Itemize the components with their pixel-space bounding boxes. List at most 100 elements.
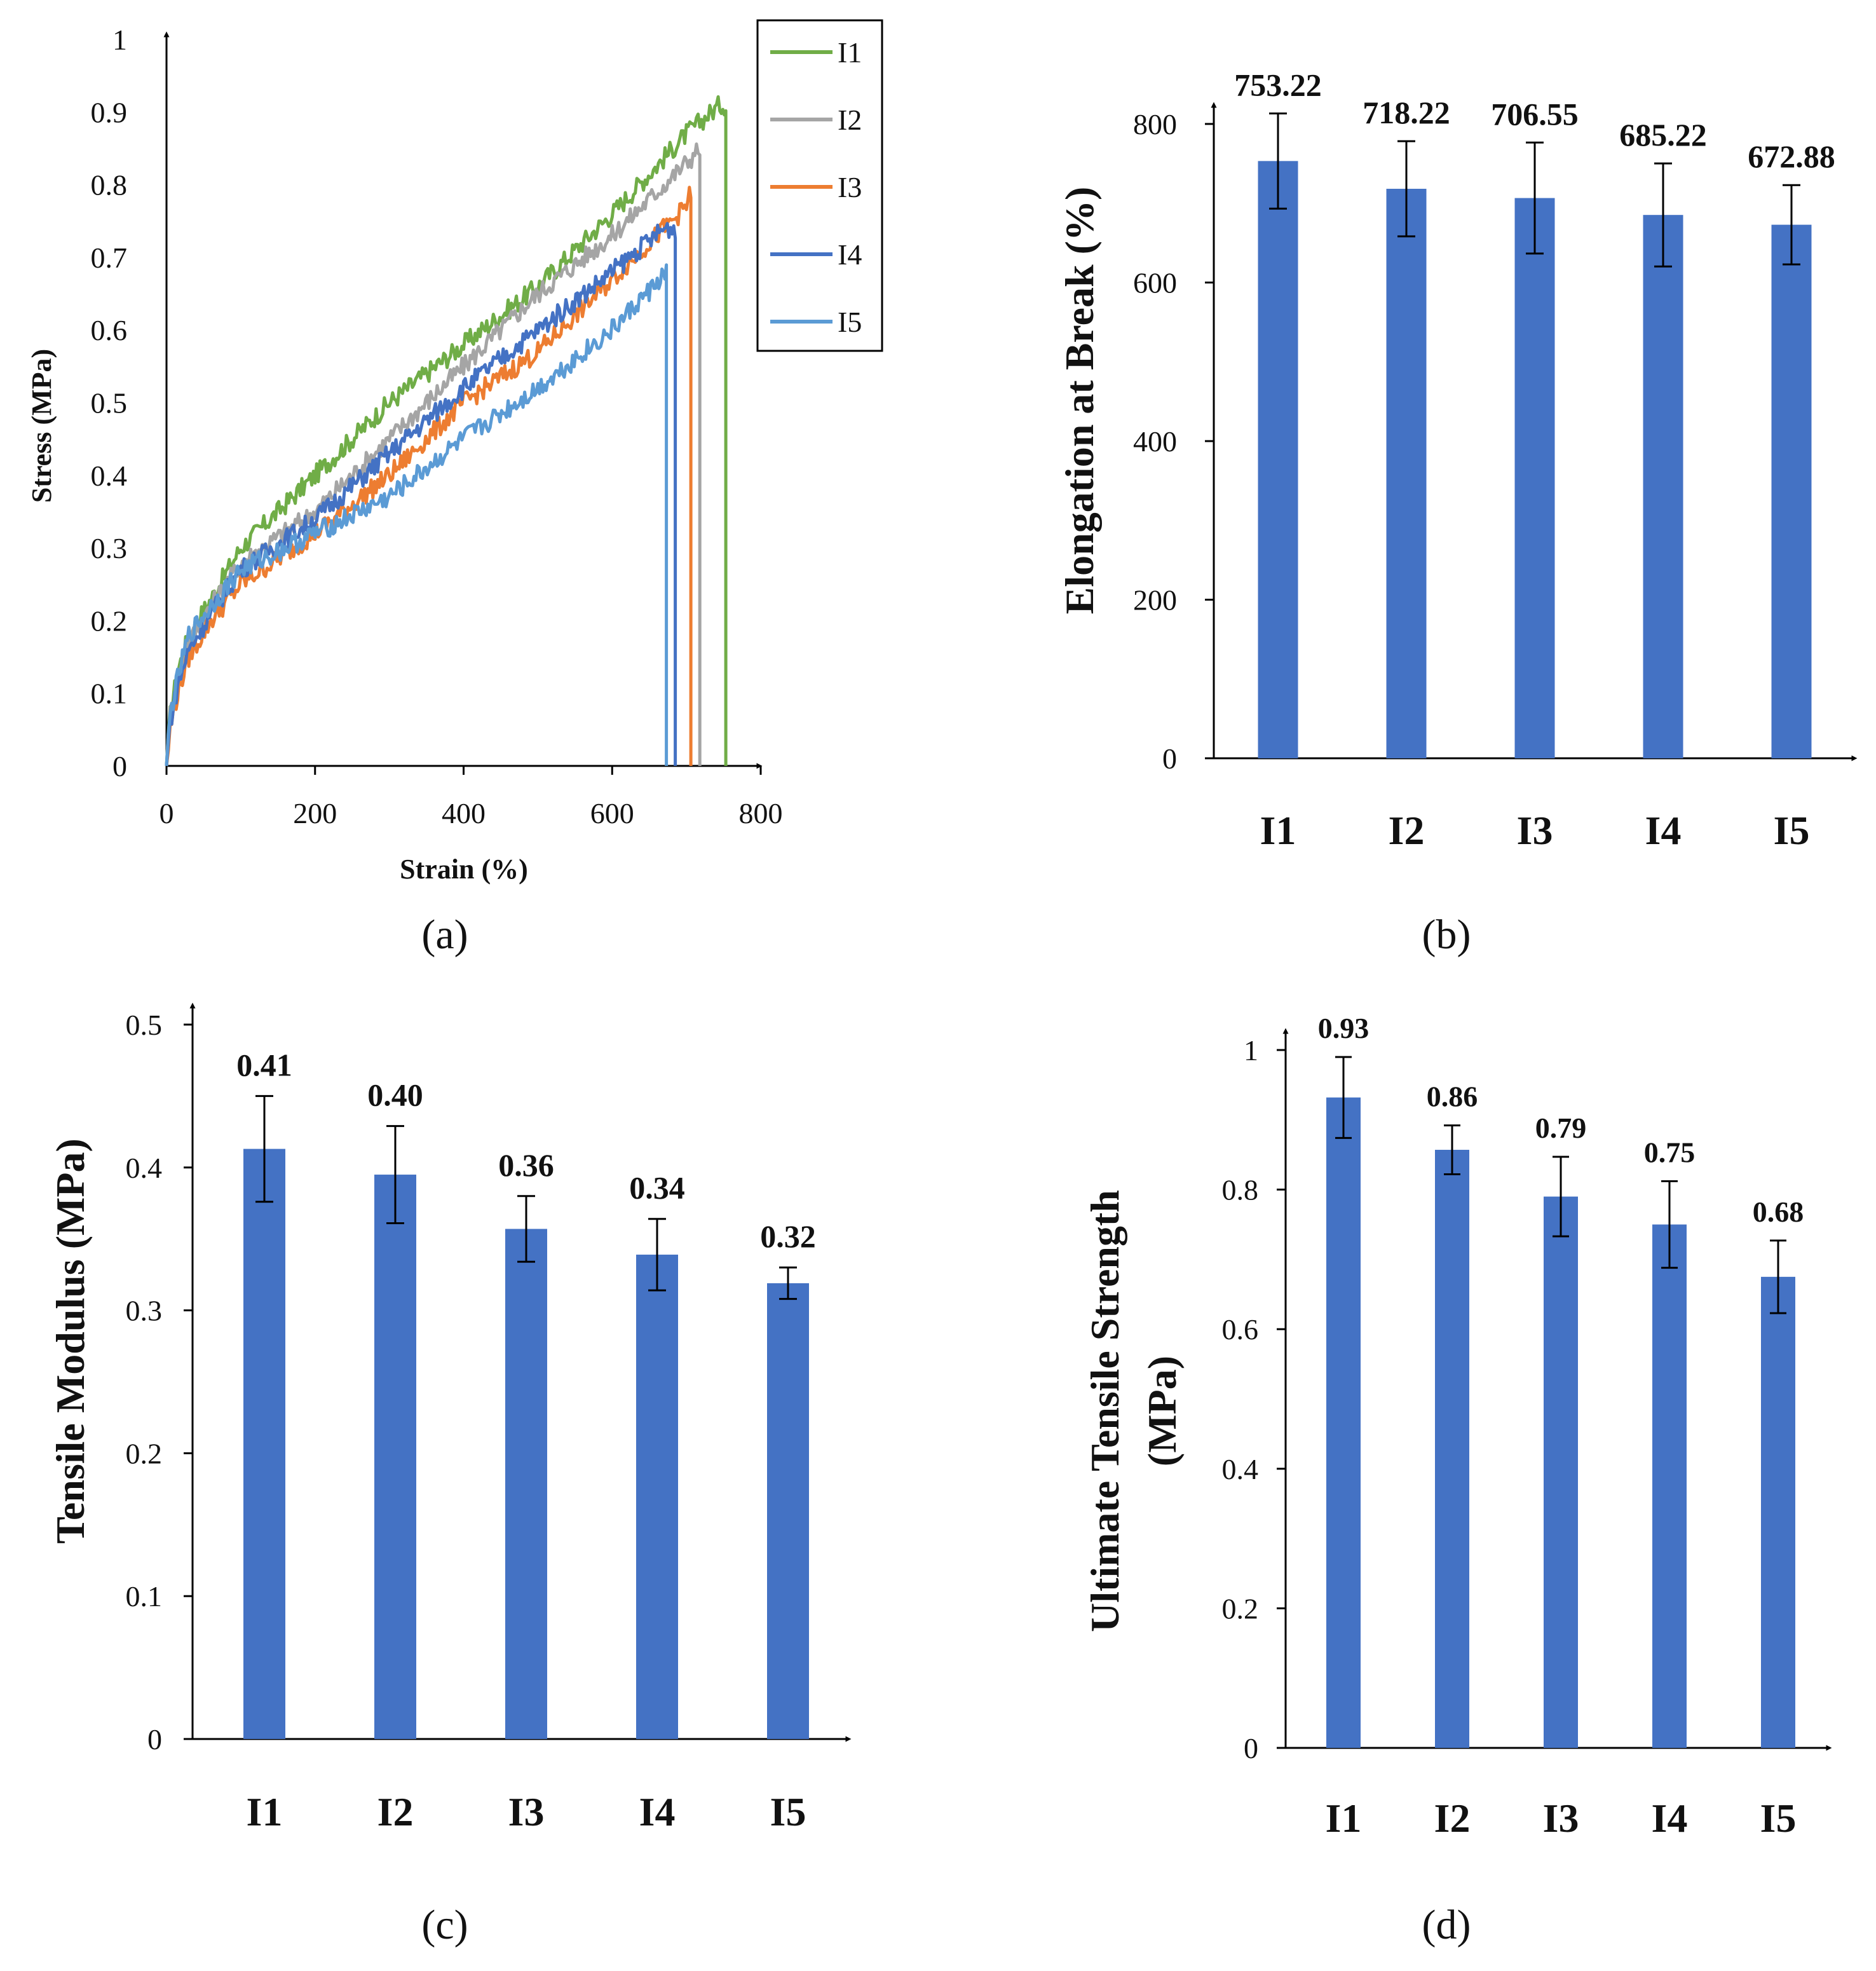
c-ytick-label: 0	[147, 1723, 162, 1756]
d-category-label: I4	[1652, 1796, 1688, 1841]
c-data-label: 0.40	[367, 1077, 423, 1113]
d-panel-label: (d)	[1422, 1902, 1471, 1948]
a-ylabel: Stress (MPa)	[26, 349, 57, 503]
a-xtick-label: 800	[739, 797, 783, 829]
c-panel-label: (c)	[421, 1902, 468, 1948]
c-bar-I5	[767, 1283, 809, 1739]
b-category-label: I1	[1260, 808, 1296, 853]
c-ytick-label: 0.5	[126, 1009, 163, 1041]
c-data-label: 0.36	[498, 1147, 554, 1183]
c-category-label: I5	[770, 1789, 806, 1834]
a-axes	[163, 31, 763, 775]
d-category-label: I1	[1326, 1796, 1362, 1841]
c-ylabel: Tensile Modulus (MPa)	[48, 1138, 93, 1544]
a-legend-label-I1: I1	[838, 36, 862, 69]
a-xtick-label: 400	[442, 797, 486, 829]
b-ytick-label: 0	[1162, 742, 1177, 775]
a-legend: I1 I2 I3 I4 I5	[756, 19, 883, 352]
d-ylabel-line2: (MPa)	[1139, 1356, 1185, 1466]
d-bar-I1	[1326, 1097, 1361, 1748]
elongation-bar-chart: 0 200 400 600 800 I1 I2 I3 I4 I5 753.22 718.22 706.…	[1057, 67, 1858, 958]
a-ytick-label: 0.6	[91, 314, 128, 346]
b-category-label: I3	[1517, 808, 1553, 853]
d-data-label: 0.68	[1753, 1196, 1804, 1228]
a-ytick-label: 0.7	[91, 242, 128, 274]
a-xtick-label: 600	[590, 797, 634, 829]
a-legend-label-I3: I3	[838, 171, 862, 203]
c-bar-I2	[374, 1175, 416, 1739]
a-tick-labels: 0 0.1 0.2 0.3 0.4 0.5 0.6 0.7 0.8 0.9 1 0 200 400 600 8…	[91, 24, 783, 829]
d-ytick-label: 0.4	[1222, 1453, 1259, 1485]
c-data-label: 0.34	[629, 1170, 685, 1206]
b-panel-label: (b)	[1422, 911, 1471, 958]
c-ytick-label: 0.2	[126, 1437, 163, 1470]
d-ylabel-line1: Ultimate Tensile Strength	[1082, 1190, 1127, 1632]
d-bars: 0.93 0.86 0.79 0.75 0.68	[1318, 1012, 1804, 1748]
a-ytick-label: 0.1	[91, 678, 128, 710]
c-ytick-label: 0.1	[126, 1580, 163, 1613]
b-data-label: 753.22	[1234, 67, 1322, 103]
d-data-label: 0.79	[1535, 1112, 1587, 1144]
d-ytick-label: 0.2	[1222, 1592, 1259, 1625]
stress-strain-chart: 0 0.1 0.2 0.3 0.4 0.5 0.6 0.7 0.8 0.9 1 0 200 400 600 8…	[26, 19, 883, 958]
a-series-line-I3	[165, 186, 693, 767]
a-xtick-label: 0	[160, 797, 174, 829]
b-ylabel: Elongation at Break (%)	[1057, 187, 1102, 615]
b-bars: 753.22 718.22 706.55 685.22 672.88	[1234, 67, 1835, 759]
modulus-bar-chart: 00.10.20.30.40.5I1 I2 I3 I4 I5 0.410.400.360…	[48, 1002, 852, 1948]
b-category-label: I2	[1389, 808, 1425, 853]
a-legend-label-I5: I5	[838, 306, 862, 338]
b-ytick-label: 800	[1133, 108, 1177, 140]
c-data-label: 0.41	[236, 1047, 292, 1082]
b-bar-I2	[1386, 189, 1427, 759]
a-series-line-I5	[165, 263, 669, 767]
b-axes: 0 200 400 600 800 I1 I2 I3 I4 I5	[1133, 102, 1858, 853]
d-data-label: 0.86	[1427, 1081, 1478, 1113]
b-data-label: 685.22	[1619, 117, 1707, 153]
d-ytick-label: 1	[1244, 1034, 1258, 1067]
a-series-line-I1	[165, 95, 728, 767]
d-data-label: 0.75	[1644, 1136, 1696, 1168]
a-ytick-label: 0.4	[91, 460, 128, 492]
c-category-label: I2	[377, 1789, 414, 1834]
c-ytick-label: 0.4	[126, 1152, 163, 1184]
d-axes: 0 0.2 0.4 0.6 0.8 1 I1 I2 I3 I4 I5	[1222, 1028, 1832, 1841]
a-legend-label-I2: I2	[838, 104, 862, 136]
c-ytick-label: 0.3	[126, 1295, 163, 1327]
a-xlabel: Strain (%)	[400, 854, 528, 885]
b-bar-I5	[1771, 224, 1812, 758]
d-ytick-label: 0	[1244, 1732, 1258, 1764]
c-axes: 0 0.1 0.2 0.3 0.4 0.5 I1 I2 I3 I4 I5	[126, 1002, 852, 1834]
b-bar-I1	[1258, 161, 1298, 759]
b-ytick-label: 400	[1133, 425, 1177, 458]
d-bar-I2	[1435, 1150, 1469, 1748]
a-series-line-I2	[165, 142, 702, 767]
c-category-label: I3	[508, 1789, 545, 1834]
b-category-label: I5	[1774, 808, 1810, 853]
d-ytick-label: 0.6	[1222, 1313, 1259, 1346]
b-ytick-label: 600	[1133, 267, 1177, 299]
a-ytick-label: 0	[112, 750, 127, 782]
a-ytick-label: 0.3	[91, 532, 128, 564]
c-bar-I1	[243, 1149, 285, 1739]
a-series-group	[165, 95, 728, 767]
d-ytick-label: 0.8	[1222, 1174, 1259, 1206]
d-data-label: 0.93	[1318, 1012, 1370, 1044]
a-ytick-label: 0.2	[91, 604, 128, 637]
b-category-label: I4	[1645, 808, 1682, 853]
c-category-label: I4	[639, 1789, 676, 1834]
b-data-label: 672.88	[1748, 139, 1835, 174]
d-category-label: I5	[1760, 1796, 1797, 1841]
d-bar-I5	[1761, 1276, 1795, 1748]
c-category-label: I1	[247, 1789, 283, 1834]
uts-bar-chart: 0 0.2 0.4 0.6 0.8 1 I1 I2 I3 I4 I5 0.93 0.86 0.79 0.7…	[1082, 1012, 1832, 1948]
a-ytick-label: 1	[112, 24, 127, 56]
c-data-label: 0.32	[760, 1218, 816, 1254]
d-category-label: I3	[1543, 1796, 1579, 1841]
c-bar-I3	[505, 1229, 547, 1739]
a-panel-label: (a)	[421, 911, 468, 958]
d-bar-I4	[1652, 1224, 1687, 1748]
d-category-label: I2	[1434, 1796, 1471, 1841]
d-bar-I3	[1544, 1196, 1578, 1748]
